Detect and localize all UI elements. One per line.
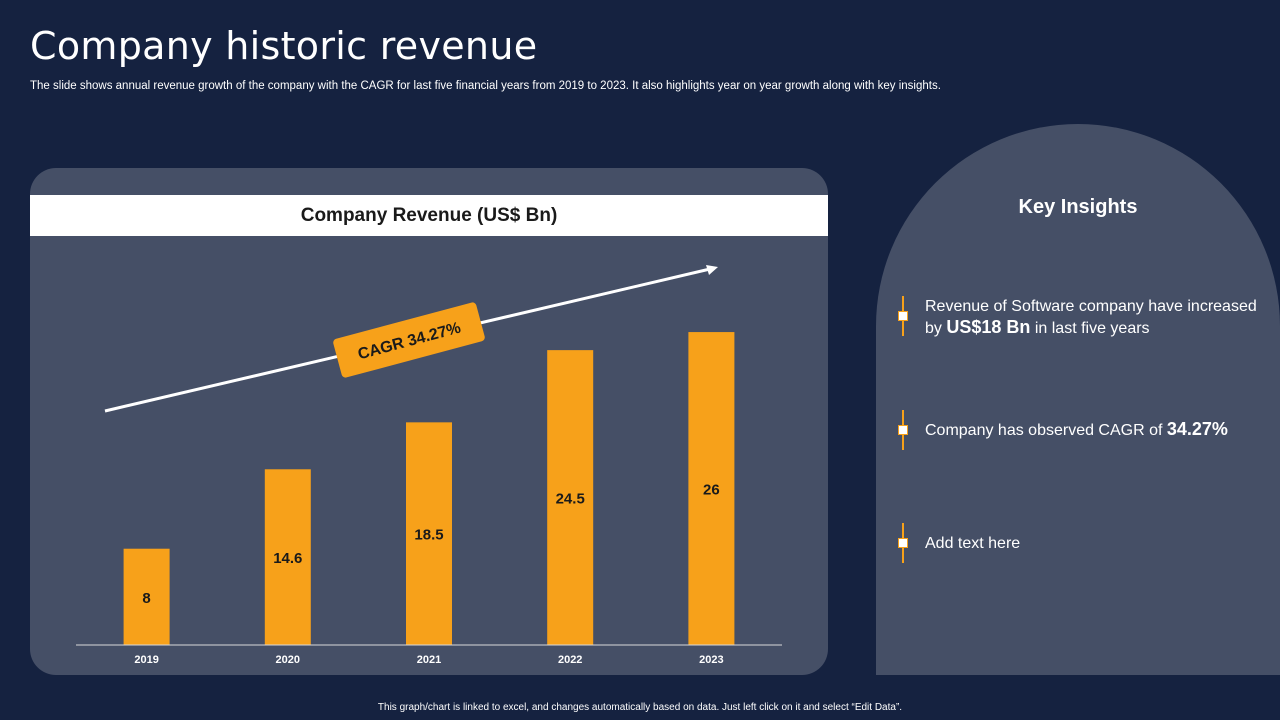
key-insights-panel: Key Insights Revenue of Software company… bbox=[876, 124, 1280, 675]
insight-text-2-bold: 34.27% bbox=[1166, 419, 1228, 439]
data-label-2019: 8 bbox=[142, 590, 150, 607]
data-label-2023: 26 bbox=[703, 482, 720, 499]
chart-panel[interactable]: Company Revenue (US$ Bn) CAGR 34.27% 8 201… bbox=[30, 168, 828, 675]
x-tick-label-2019: 2019 bbox=[134, 654, 158, 666]
insights-title: Key Insights bbox=[1018, 196, 1138, 218]
x-tick-label-2023: 2023 bbox=[699, 654, 723, 666]
bar-2022 bbox=[547, 350, 594, 645]
insight-item-3: Add text here bbox=[898, 523, 1268, 563]
insight-item-2: Company has observed CAGR of 34.27% bbox=[898, 410, 1268, 450]
revenue-bar-chart[interactable]: CAGR 34.27% 8 2019 14.6 2020 18.5 2021 24.5 2022… bbox=[30, 168, 828, 675]
x-tick-label-2021: 2021 bbox=[417, 654, 441, 666]
insight-text-1-post: in last five years bbox=[1030, 320, 1150, 337]
data-label-2022: 24.5 bbox=[556, 491, 585, 508]
square-bullet-icon bbox=[898, 538, 908, 548]
data-label-2021: 18.5 bbox=[414, 527, 443, 544]
insight-text-1: Revenue of Software company have increas… bbox=[925, 296, 1268, 339]
page-title: Company historic revenue bbox=[30, 24, 538, 68]
cagr-badge: CAGR 34.27% bbox=[333, 302, 485, 378]
insight-text-2-pre: Company has observed CAGR of bbox=[925, 422, 1167, 439]
insight-item-1: Revenue of Software company have increas… bbox=[898, 296, 1268, 340]
bar-2023 bbox=[688, 332, 735, 645]
cagr-badge-box bbox=[333, 302, 485, 378]
bar-2021 bbox=[406, 422, 452, 645]
bar-2019 bbox=[123, 548, 170, 645]
square-bullet-icon bbox=[898, 425, 908, 435]
insight-text-2: Company has observed CAGR of 34.27% bbox=[925, 419, 1228, 441]
chart-title: Company Revenue (US$ Bn) bbox=[30, 195, 828, 236]
insight-text-1-bold: US$18 Bn bbox=[946, 317, 1031, 337]
x-tick-label-2022: 2022 bbox=[558, 654, 582, 666]
square-bullet-icon bbox=[898, 311, 908, 321]
trend-arrow-head bbox=[706, 265, 718, 275]
x-tick-label-2020: 2020 bbox=[276, 654, 300, 666]
data-label-2020: 14.6 bbox=[273, 550, 302, 567]
footer-note: This graph/chart is linked to excel, and… bbox=[377, 702, 903, 713]
insight-text-3-pre: Add text here bbox=[925, 535, 1021, 552]
insight-text-3[interactable]: Add text here bbox=[925, 533, 1020, 554]
insight-text-1-pre: Revenue of Software company have increas… bbox=[925, 298, 1257, 337]
page-subtitle: The slide shows annual revenue growth of… bbox=[30, 80, 941, 92]
bar-2020 bbox=[264, 469, 311, 645]
